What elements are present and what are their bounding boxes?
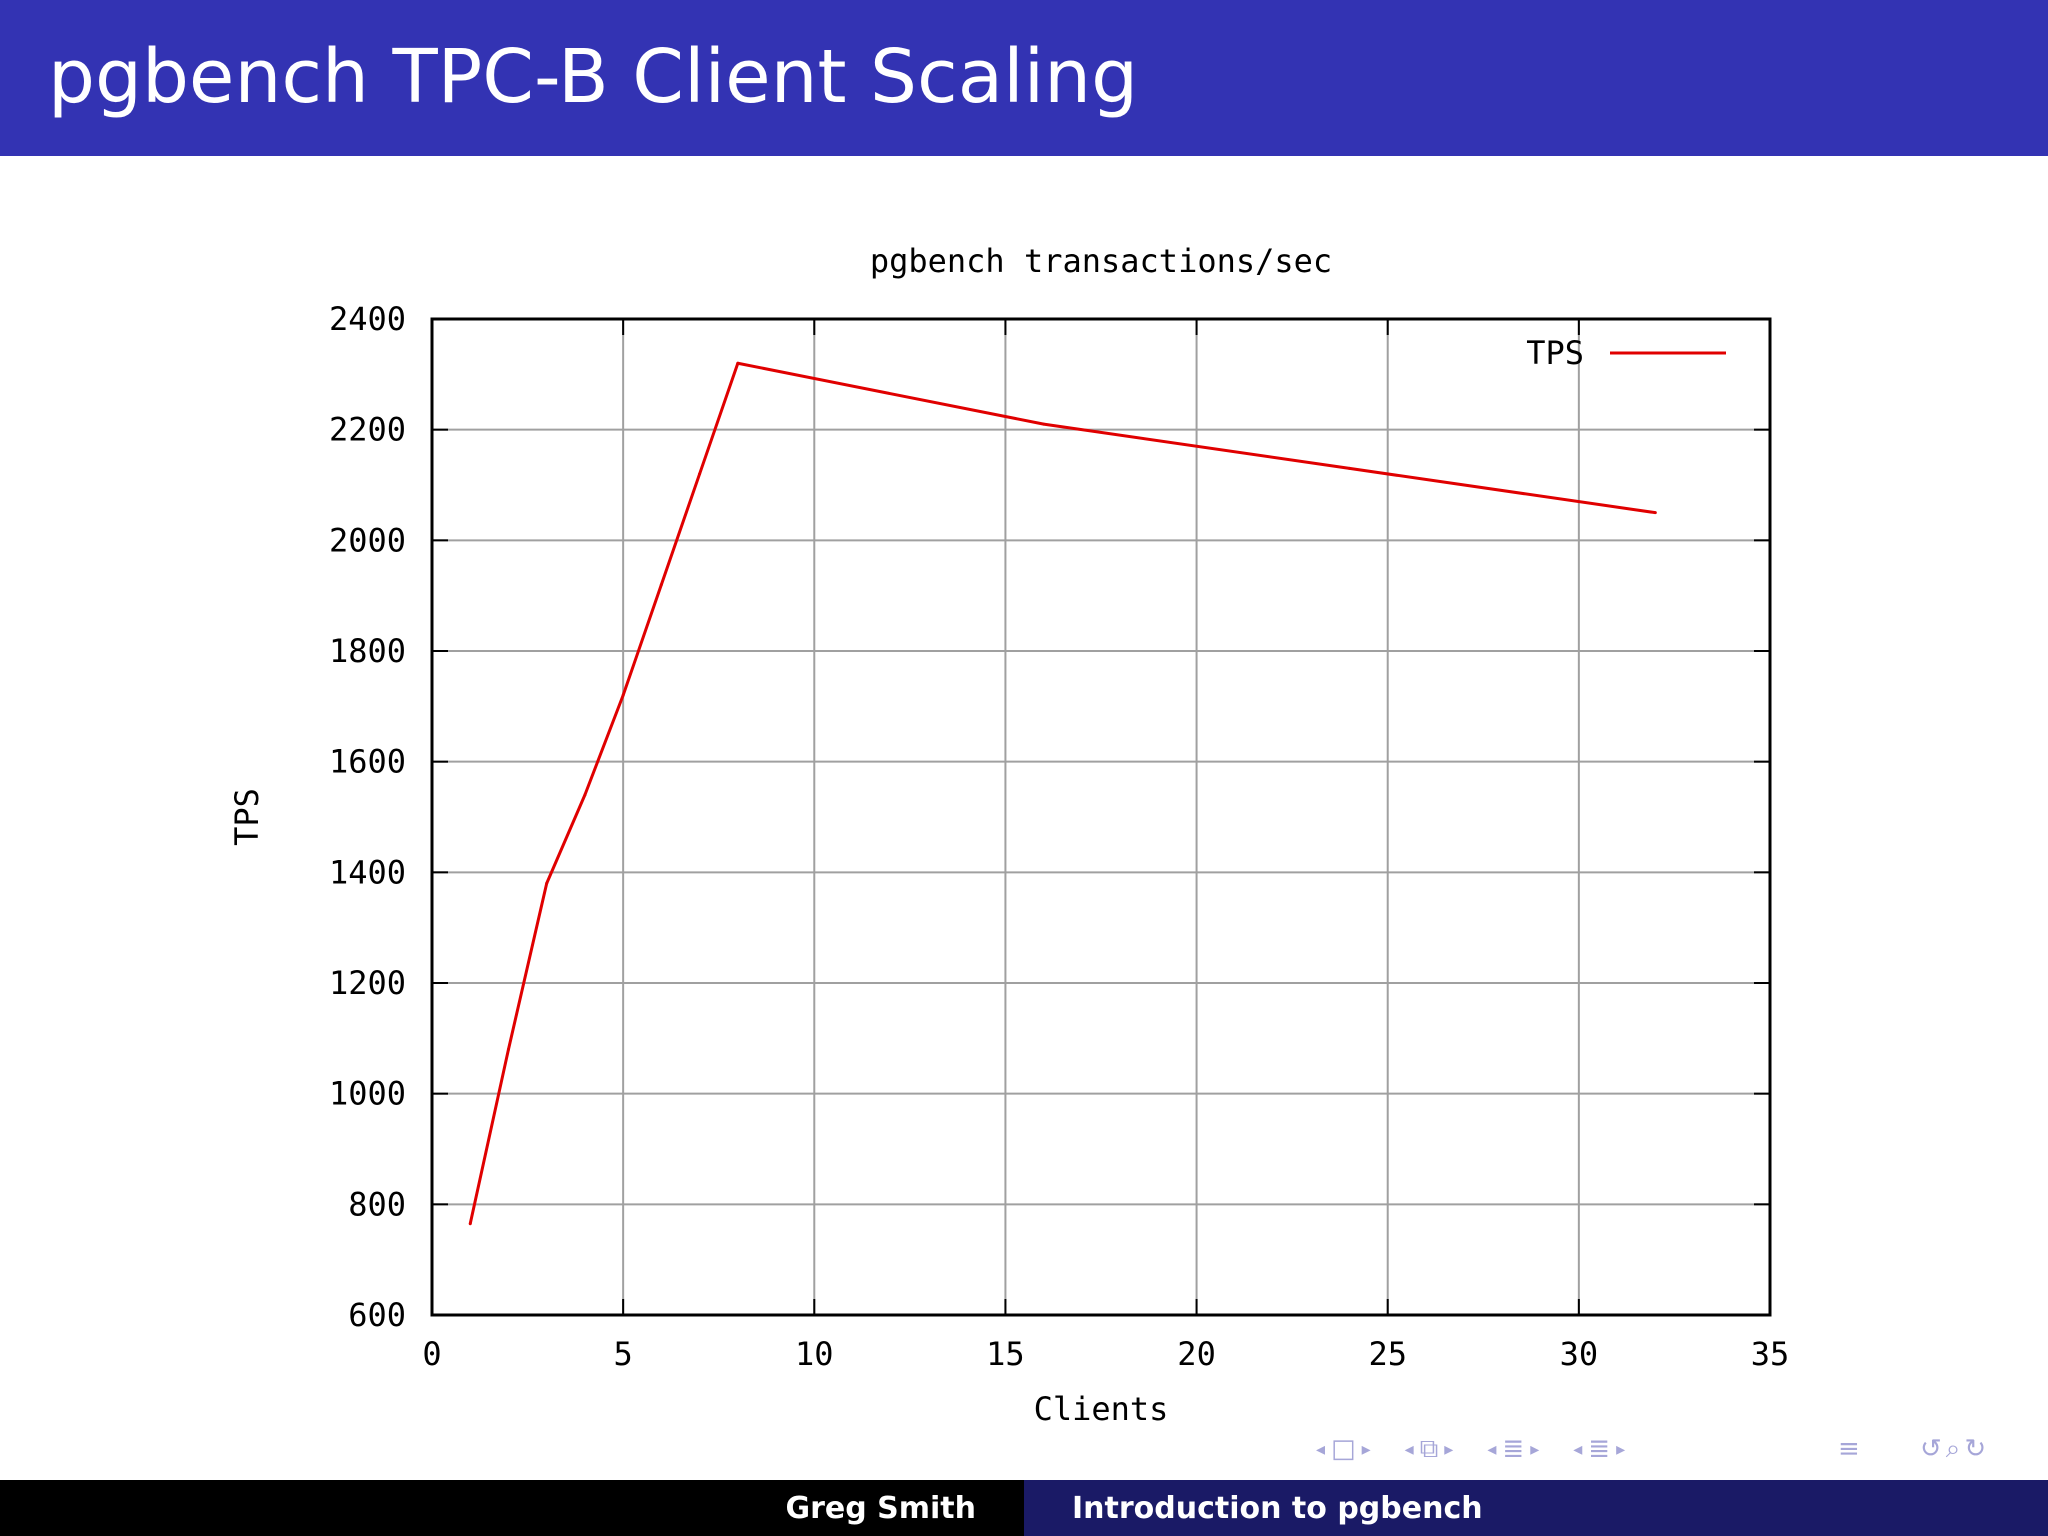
data-point xyxy=(1042,422,1046,426)
data-point xyxy=(583,793,587,797)
x-axis-label: Clients xyxy=(1034,1390,1169,1428)
arrow-right-icon[interactable]: ▸ xyxy=(1530,1438,1540,1460)
data-point xyxy=(736,361,740,365)
arrow-left-icon[interactable]: ◂ xyxy=(1487,1438,1497,1460)
y-tick-label: 2000 xyxy=(329,521,406,559)
x-tick-labels: 0 5 10 15 20 25 30 35 xyxy=(422,1335,1789,1373)
nav-presentation-group[interactable]: ◂ ≣ ▸ xyxy=(1567,1434,1631,1464)
data-point xyxy=(659,583,663,587)
subsection-icon[interactable]: ⧉ xyxy=(1419,1433,1439,1464)
nav-search-group: ↺ ⌕ ↻ xyxy=(1920,1432,1986,1466)
y-tick-label: 2200 xyxy=(329,411,406,449)
footer-talk-title: Introduction to pgbench xyxy=(1024,1480,2048,1536)
y-axis-label: TPS xyxy=(228,788,266,846)
x-tick-label: 10 xyxy=(795,1335,834,1373)
x-tick-label: 20 xyxy=(1177,1335,1216,1373)
data-point xyxy=(621,693,625,697)
nav-subsection-group[interactable]: ◂ ⧉ ▸ xyxy=(1399,1434,1460,1465)
search-icon[interactable]: ⌕ xyxy=(1945,1433,1961,1464)
footer: Greg Smith Introduction to pgbench xyxy=(0,1480,2048,1536)
navigation-bar: ◂ □ ▸ ◂ ⧉ ▸ ◂ ≣ ▸ ◂ ≣ ▸ xyxy=(1310,1432,1653,1466)
title-bar: pgbench TPC-B Client Scaling xyxy=(0,0,2048,156)
nav-frame-group[interactable]: ◂ □ ▸ xyxy=(1310,1434,1377,1464)
chart: 0 5 10 15 20 25 30 35 600 800 1000 1200 1400 1600 180… xyxy=(228,242,1789,1428)
redo-icon[interactable]: ↻ xyxy=(1964,1434,1987,1464)
y-tick-label: 800 xyxy=(348,1185,406,1223)
series-layer xyxy=(468,361,1657,1226)
x-tick-label: 15 xyxy=(986,1335,1025,1373)
frame-icon[interactable]: □ xyxy=(1331,1434,1356,1464)
arrow-left-icon[interactable]: ◂ xyxy=(1316,1438,1326,1460)
plot-area xyxy=(430,317,1772,1317)
slide-title: pgbench TPC-B Client Scaling xyxy=(48,34,1139,120)
arrow-right-icon[interactable]: ▸ xyxy=(1616,1438,1626,1460)
y-tick-labels: 600 800 1000 1200 1400 1600 1800 2000 2200 2400 xyxy=(329,300,406,1334)
grid-lines xyxy=(432,319,1770,1315)
y-tick-label: 600 xyxy=(348,1296,406,1334)
y-tick-label: 2400 xyxy=(329,300,406,338)
data-point xyxy=(698,472,702,476)
arrow-left-icon[interactable]: ◂ xyxy=(1573,1438,1583,1460)
legend-entry-tps: TPS xyxy=(1526,334,1584,372)
footer-author: Greg Smith xyxy=(0,1480,1024,1536)
x-tick-label: 0 xyxy=(422,1335,441,1373)
subsection-icon[interactable]: ≣ xyxy=(1588,1434,1611,1464)
chart-title: pgbench transactions/sec xyxy=(870,242,1332,280)
align-icon[interactable]: ≡ xyxy=(1838,1434,1860,1464)
legend: TPS xyxy=(1526,334,1726,372)
arrow-right-icon[interactable]: ▸ xyxy=(1361,1438,1371,1460)
data-point xyxy=(1653,511,1657,515)
x-tick-label: 35 xyxy=(1751,1335,1790,1373)
x-tick-label: 5 xyxy=(614,1335,633,1373)
arrow-right-icon[interactable]: ▸ xyxy=(1444,1438,1454,1460)
tick-marks xyxy=(431,318,1771,1316)
data-point xyxy=(545,881,549,885)
y-tick-label: 1800 xyxy=(329,632,406,670)
x-tick-label: 30 xyxy=(1560,1335,1599,1373)
section-icon[interactable]: ≣ xyxy=(1502,1434,1525,1464)
data-point xyxy=(1347,466,1351,470)
undo-icon[interactable]: ↺ xyxy=(1920,1434,1942,1464)
y-tick-label: 1000 xyxy=(329,1075,406,1113)
y-tick-label: 1400 xyxy=(329,853,406,891)
y-tick-label: 1600 xyxy=(329,743,406,781)
data-point xyxy=(506,1047,510,1051)
nav-section-group[interactable]: ◂ ≣ ▸ xyxy=(1481,1434,1545,1464)
y-tick-label: 1200 xyxy=(329,964,406,1002)
arrow-left-icon[interactable]: ◂ xyxy=(1404,1438,1414,1460)
x-tick-label: 25 xyxy=(1368,1335,1407,1373)
data-point xyxy=(468,1222,472,1226)
